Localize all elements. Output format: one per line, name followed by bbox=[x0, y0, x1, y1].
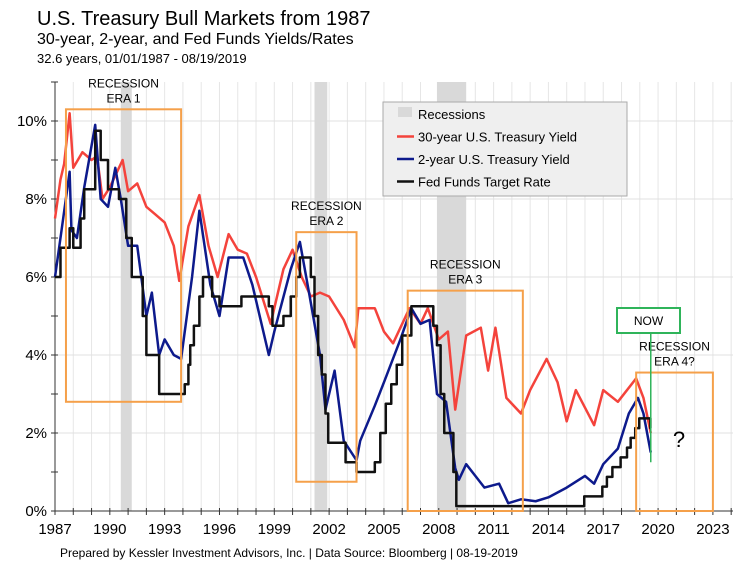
question-mark: ? bbox=[673, 427, 685, 452]
recession-era2-box bbox=[295, 231, 358, 483]
legend-entry: 30-year U.S. Treasury Yield bbox=[418, 130, 577, 145]
recession-era3-label: RECESSION bbox=[430, 258, 501, 272]
series-fed-funds-rate bbox=[55, 129, 652, 508]
x-tick-label: 2017 bbox=[587, 521, 620, 538]
now-box bbox=[616, 307, 681, 334]
recession-era4-label: RECESSION bbox=[639, 340, 710, 354]
recession-era1-label: RECESSION bbox=[88, 76, 159, 90]
y-tick-label: 0% bbox=[25, 503, 47, 520]
recession-band bbox=[120, 82, 132, 511]
y-tick-label: 10% bbox=[17, 113, 47, 130]
legend-entry: Fed Funds Target Rate bbox=[418, 175, 551, 190]
chart-subtitle: 30-year, 2-year, and Fed Funds Yields/Ra… bbox=[37, 31, 354, 48]
now-label: NOW bbox=[634, 314, 664, 328]
x-tick-label: 2014 bbox=[532, 521, 565, 538]
y-tick-label: 2% bbox=[25, 425, 47, 442]
recession-era2-label: ERA 2 bbox=[309, 214, 343, 228]
x-tick-label: 1993 bbox=[148, 521, 181, 538]
series-2-year-yield bbox=[53, 123, 652, 505]
legend-entry: 2-year U.S. Treasury Yield bbox=[418, 152, 570, 167]
recession-era3-box bbox=[406, 289, 524, 512]
recession-era4-label: ERA 4? bbox=[654, 355, 695, 369]
chart-footer: Prepared by Kessler Investment Advisors,… bbox=[60, 546, 518, 560]
y-tick-label: 8% bbox=[25, 191, 47, 208]
x-tick-label: 2005 bbox=[367, 521, 400, 538]
recession-band bbox=[314, 82, 328, 511]
x-tick-label: 1996 bbox=[203, 521, 236, 538]
y-tick-label: 4% bbox=[25, 347, 47, 364]
legend-entry: Recessions bbox=[418, 107, 486, 122]
x-tick-label: 1987 bbox=[38, 521, 71, 538]
recession-era4-box bbox=[635, 371, 714, 512]
x-tick-label: 2002 bbox=[312, 521, 345, 538]
x-tick-label: 2011 bbox=[477, 521, 509, 538]
recession-era1-label: ERA 1 bbox=[107, 91, 141, 105]
x-tick-label: 1999 bbox=[258, 521, 291, 538]
x-tick-label: 2008 bbox=[422, 521, 455, 538]
chart-period: 32.6 years, 01/01/1987 - 08/19/2019 bbox=[37, 51, 247, 66]
legend-box bbox=[382, 101, 628, 197]
x-tick-label: 1990 bbox=[93, 521, 126, 538]
recession-era2-label: RECESSION bbox=[291, 199, 362, 213]
recession-era1-box bbox=[64, 108, 183, 403]
y-tick-label: 6% bbox=[25, 269, 47, 286]
chart-title: U.S. Treasury Bull Markets from 1987 bbox=[37, 8, 371, 30]
x-tick-label: 2023 bbox=[696, 521, 729, 538]
x-tick-label: 2020 bbox=[641, 521, 674, 538]
recession-era3-label: ERA 3 bbox=[448, 273, 482, 287]
legend-swatch-recessions bbox=[398, 107, 412, 117]
